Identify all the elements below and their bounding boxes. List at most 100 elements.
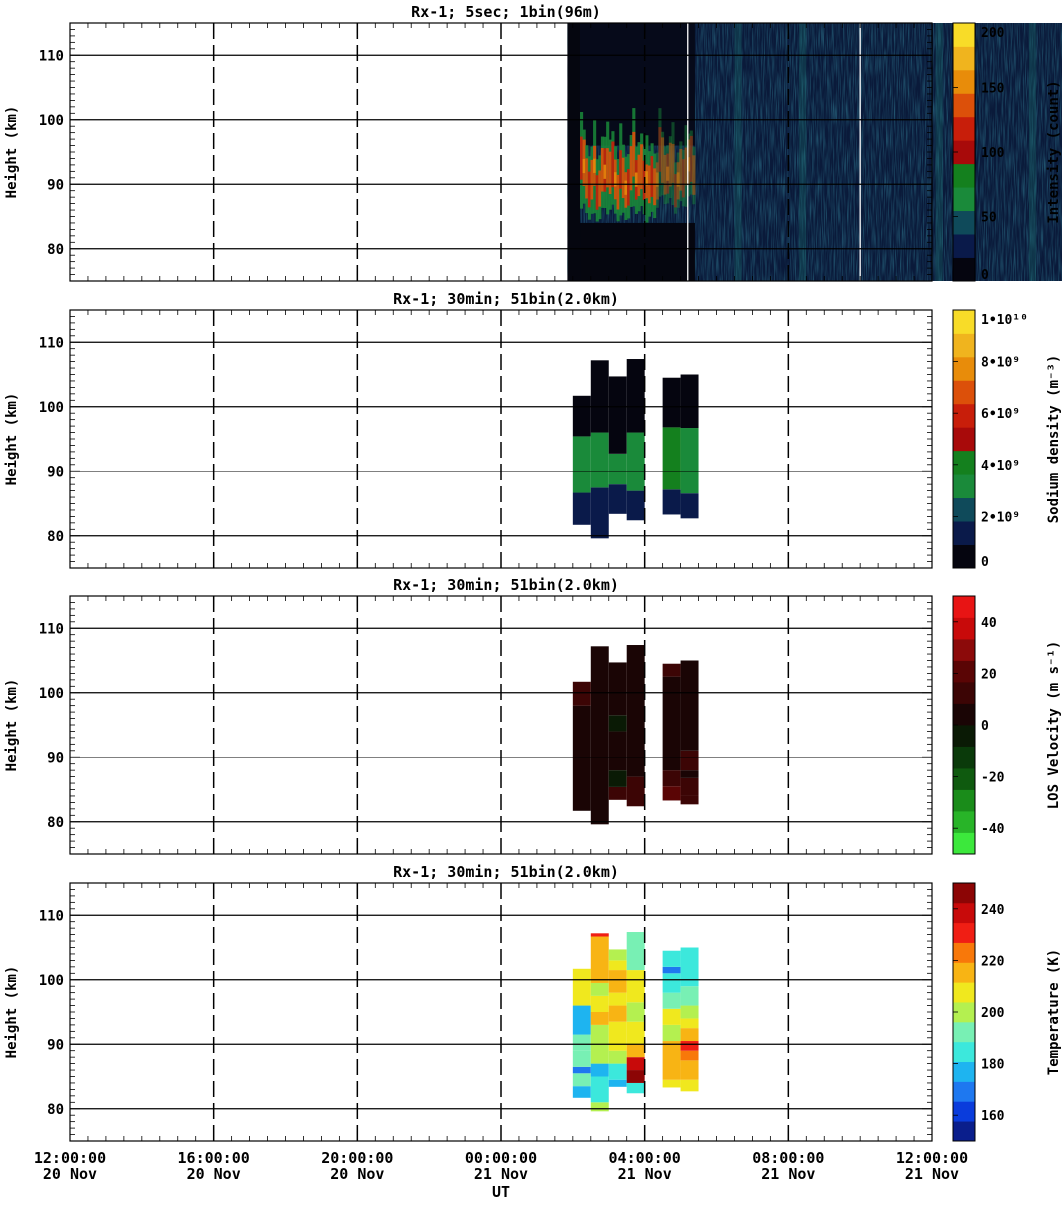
colorbar-swatch	[953, 660, 975, 683]
colorbar-label: Temperature (K)	[1046, 949, 1062, 1075]
data-cell	[680, 1005, 699, 1019]
colorbar-swatch	[953, 333, 975, 358]
layer-core	[600, 147, 605, 192]
data-cell	[662, 770, 681, 787]
layer-core	[687, 139, 691, 185]
layer-core	[684, 147, 688, 186]
x-tick-date: 20 Nov	[43, 1165, 97, 1183]
layer-core	[611, 141, 615, 188]
colorbar: 160 180 200 220 240 Temperature (K)	[952, 882, 1062, 1142]
colorbar-swatch	[953, 1061, 975, 1082]
data-layer	[572, 645, 699, 825]
data-cell	[608, 770, 627, 787]
data-layer	[567, 23, 1062, 281]
panel-4: 80 90 100 110 Height (km) Rx-1; 30min; 51bin(…	[4, 863, 1062, 1142]
colorbar-swatch	[953, 163, 975, 188]
data-cell	[680, 1060, 699, 1080]
layer-peak	[582, 158, 586, 174]
layer-core	[580, 136, 584, 180]
x-tick-date: 21 Nov	[618, 1165, 672, 1183]
colorbar-swatch	[953, 1041, 975, 1063]
dark-upper-block	[580, 23, 695, 146]
data-cell	[572, 1086, 591, 1098]
layer-core	[650, 156, 654, 197]
data-cell	[626, 645, 645, 777]
data-cell	[590, 360, 609, 433]
colorbar-swatch	[953, 1121, 975, 1142]
layer-streak	[687, 133, 691, 197]
y-tick-label: 110	[39, 621, 64, 637]
colorbar-swatch	[953, 521, 975, 545]
data-cell	[590, 1102, 609, 1112]
y-tick-label: 80	[47, 1102, 64, 1118]
data-cell	[680, 1041, 699, 1051]
data-cell	[680, 750, 699, 771]
data-cell	[662, 1008, 681, 1025]
colorbar-swatch	[953, 746, 975, 769]
layer-core	[629, 146, 633, 191]
dark-lower-block	[580, 222, 695, 281]
layer-streak	[671, 122, 675, 206]
colorbar-tick-label: 200	[981, 26, 1005, 41]
colorbar-swatch	[953, 703, 975, 726]
data-cell	[590, 1076, 609, 1103]
layer-streak	[655, 152, 659, 208]
layer-streak	[676, 152, 680, 208]
layer-core	[671, 143, 675, 183]
y-axis-label: Height (km)	[4, 679, 20, 772]
data-cell	[608, 453, 627, 485]
colorbar-tick-label: 100	[981, 146, 1005, 161]
colorbar-swatch	[953, 474, 975, 499]
layer-core	[653, 168, 657, 206]
layer-core	[598, 170, 602, 207]
layer-core	[681, 159, 686, 198]
layer-core	[658, 127, 662, 172]
layer-peak	[613, 172, 618, 187]
layer-core	[655, 162, 659, 200]
data-cell	[662, 786, 681, 801]
data-cell	[590, 432, 609, 488]
plot-frame	[69, 22, 933, 282]
data-cell	[608, 970, 627, 993]
plot-area	[70, 310, 932, 568]
data-cell	[590, 646, 609, 825]
data-cell	[626, 776, 645, 790]
x-tick-date: 20 Nov	[330, 1165, 384, 1183]
layer-streak	[681, 149, 686, 207]
colorbar-swatch	[953, 46, 975, 71]
y-tick-label: 80	[47, 529, 64, 545]
colorbar-label: Intensity (count)	[1046, 80, 1062, 223]
data-cell	[572, 436, 591, 493]
layer-core	[627, 169, 631, 206]
data-cell	[608, 949, 627, 961]
layer-peak	[603, 164, 607, 179]
colorbar-swatch	[953, 257, 975, 282]
colorbar-tick-label: 150	[981, 82, 1005, 97]
data-cell	[572, 395, 591, 437]
layer-peak	[666, 166, 670, 181]
layer-peak	[593, 158, 597, 173]
colorbar-tick-label: 40	[981, 616, 997, 631]
y-tick-label: 80	[47, 815, 64, 831]
noise-band	[799, 23, 807, 281]
layer-core	[660, 137, 665, 183]
x-tick-date: 21 Nov	[761, 1165, 815, 1183]
layer-core	[608, 151, 612, 195]
colorbar-tick-label: 2•10⁹	[981, 510, 1020, 525]
colorbar-swatch	[953, 69, 975, 94]
data-cell	[662, 1024, 681, 1042]
colorbar-swatch	[953, 93, 975, 118]
data-cell	[626, 359, 645, 433]
plot-frame	[69, 595, 933, 855]
colorbar-tick-label: 20	[981, 667, 997, 682]
colorbar-swatch	[953, 617, 975, 640]
colorbar-swatch	[953, 789, 975, 812]
layer-streak	[692, 146, 696, 205]
data-cell	[626, 932, 645, 971]
layer-streak	[689, 130, 693, 195]
colorbar: 0 50 100 150 200 Intensity (count)	[952, 22, 1062, 283]
y-axis-label: Height (km)	[4, 106, 20, 199]
layer-core	[616, 174, 620, 210]
y-axis-label: Height (km)	[4, 393, 20, 486]
colorbar-swatch	[953, 902, 975, 924]
